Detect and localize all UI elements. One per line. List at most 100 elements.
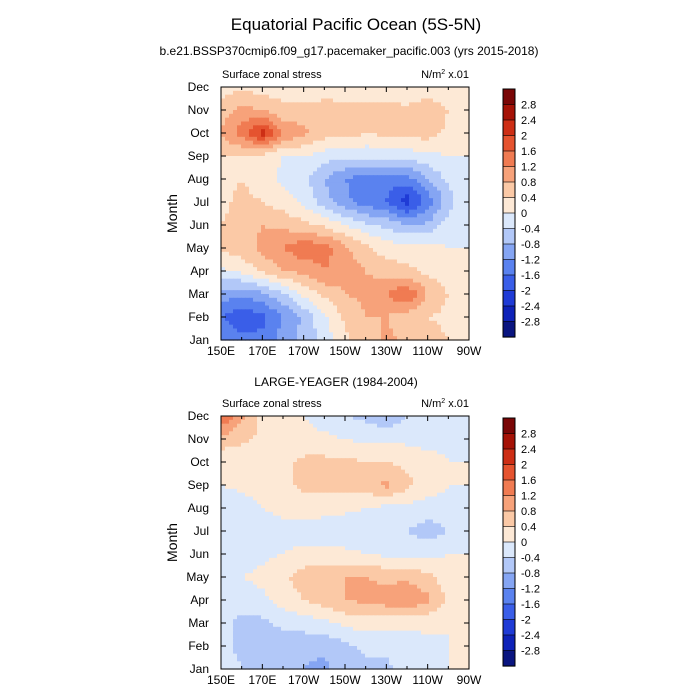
heatmap-cell [365, 236, 370, 241]
heatmap-cell [425, 159, 430, 165]
heatmap-cell [229, 324, 234, 330]
heatmap-cell [265, 458, 270, 463]
heatmap-cell [389, 282, 394, 287]
heatmap-cell [353, 431, 358, 436]
heatmap-cell [229, 205, 234, 211]
heatmap-cell [289, 102, 294, 107]
heatmap-cell [305, 439, 310, 444]
heatmap-cell [457, 144, 462, 149]
heatmap-cell [405, 286, 410, 291]
heatmap-cell [417, 110, 422, 115]
heatmap-cell [241, 140, 246, 146]
heatmap-cell [417, 320, 422, 326]
heatmap-cell [389, 136, 394, 142]
heatmap-cell [269, 305, 274, 310]
heatmap-cell [401, 439, 406, 444]
heatmap-cell [249, 159, 254, 165]
heatmap-cell [273, 419, 278, 425]
heatmap-cell [405, 94, 410, 100]
heatmap-cell [297, 228, 302, 234]
heatmap-cell [405, 152, 410, 157]
heatmap-cell [361, 267, 366, 272]
heatmap-cell [293, 148, 298, 153]
heatmap-cell [353, 332, 358, 337]
heatmap-cell [281, 423, 286, 429]
heatmap-cell [353, 136, 358, 142]
heatmap-cell [317, 182, 322, 188]
heatmap-cell [317, 290, 322, 295]
heatmap-cell [437, 221, 442, 226]
heatmap-cell [389, 309, 394, 314]
heatmap-cell [261, 113, 266, 119]
heatmap-cell [361, 446, 366, 452]
heatmap-cell [365, 163, 370, 169]
heatmap-cell [409, 301, 414, 307]
heatmap-cell [393, 419, 398, 425]
heatmap-cell [433, 140, 438, 146]
heatmap-cell [365, 159, 370, 165]
heatmap-cell [381, 232, 386, 238]
heatmap-cell [377, 259, 382, 264]
heatmap-cell [293, 332, 298, 337]
heatmap-cell [453, 117, 458, 123]
heatmap-cell [305, 117, 310, 123]
heatmap-cell [265, 221, 270, 226]
heatmap-cell [357, 152, 362, 157]
heatmap-cell [425, 125, 430, 130]
heatmap-cell [221, 427, 226, 432]
heatmap-cell [277, 163, 282, 169]
heatmap-cell [365, 148, 370, 153]
heatmap-cell [353, 205, 358, 211]
heatmap-cell [221, 175, 226, 180]
heatmap-cell [281, 133, 286, 138]
heatmap-cell [297, 179, 302, 184]
heatmap-cell [337, 309, 342, 314]
heatmap-cell [301, 110, 306, 115]
heatmap-cell [233, 113, 238, 119]
heatmap-cell [453, 255, 458, 261]
heatmap-cell [309, 175, 314, 180]
heatmap-cell [229, 320, 234, 326]
heatmap-cell [461, 140, 466, 146]
heatmap-cell [449, 442, 454, 448]
heatmap-cell [245, 336, 250, 341]
heatmap-cell [333, 140, 338, 146]
heatmap-cell [409, 423, 414, 429]
heatmap-cell [321, 198, 326, 203]
heatmap-cell [437, 286, 442, 291]
heatmap-cell [225, 301, 230, 307]
heatmap-cell [241, 317, 246, 322]
heatmap-cell [413, 305, 418, 310]
heatmap-cell [221, 133, 226, 138]
heatmap-cell [277, 94, 282, 100]
heatmap-cell [417, 267, 422, 272]
heatmap-cell [437, 294, 442, 299]
heatmap-cell [225, 182, 230, 188]
heatmap-cell [273, 87, 278, 92]
heatmap-cell [409, 179, 414, 184]
heatmap-cell [393, 336, 398, 341]
heatmap-cell [273, 121, 278, 126]
heatmap-cell [249, 156, 254, 161]
heatmap-cell [313, 202, 318, 207]
heatmap-cell [369, 94, 374, 100]
heatmap-cell [277, 446, 282, 452]
heatmap-cell [237, 198, 242, 203]
heatmap-cell [273, 225, 278, 230]
heatmap-cell [253, 419, 258, 425]
heatmap-cell [437, 228, 442, 234]
heatmap-cell [337, 278, 342, 284]
heatmap-cell [461, 286, 466, 291]
heatmap-cell [337, 423, 342, 429]
heatmap-cell [461, 317, 466, 322]
heatmap-cell [417, 136, 422, 142]
heatmap-cell [433, 117, 438, 123]
heatmap-cell [349, 297, 354, 303]
heatmap-cell [465, 416, 470, 421]
heatmap-cell [265, 121, 270, 126]
heatmap-cell [449, 175, 454, 180]
heatmap-cell [245, 144, 250, 149]
heatmap-cell [453, 228, 458, 234]
heatmap-cell [413, 427, 418, 432]
heatmap-cell [453, 259, 458, 264]
